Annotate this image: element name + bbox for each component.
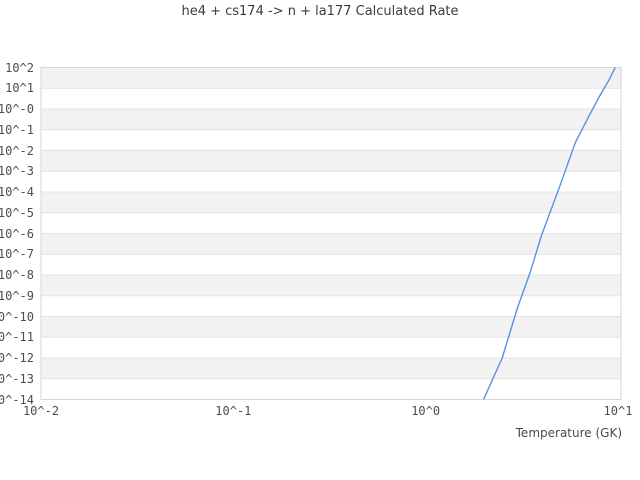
x-tick-label: 10^1 [603, 404, 633, 418]
y-tick-label: 10^-7 [0, 247, 34, 262]
x-tick-label: 10^-1 [215, 404, 252, 418]
y-tick-label: 10^2 [5, 60, 34, 75]
y-tick-label: 10^-14 [0, 392, 34, 407]
y-tick-label: 10^-9 [0, 288, 34, 303]
plot-band [41, 275, 621, 296]
y-tick-label: 10^-11 [0, 330, 34, 345]
plot-band [41, 233, 621, 255]
x-tick-label: 10^-2 [22, 404, 60, 418]
y-tick-label: 10^-3 [0, 164, 34, 179]
y-tick-label: 10^-5 [0, 205, 34, 220]
plot-band [41, 109, 621, 130]
plot-band [41, 150, 621, 172]
plot-band [41, 67, 621, 89]
y-tick-label: 10^-12 [0, 351, 34, 365]
rate-curve [482, 67, 617, 400]
x-axis-label: Temperature (GK) [515, 426, 622, 440]
y-tick-label: 10^-4 [0, 185, 34, 199]
y-tick-label: 10^-6 [0, 226, 34, 241]
plot-border [40, 67, 622, 400]
plot-band [41, 358, 621, 379]
y-tick-label: 10^-13 [0, 371, 34, 386]
y-tick-label: 10^-0 [0, 102, 34, 116]
plot-band [41, 316, 621, 338]
plot-band [41, 192, 621, 213]
x-tick-label: 10^0 [411, 404, 441, 418]
y-tick-label: 10^-1 [0, 122, 34, 137]
y-tick-label: 10^-10 [0, 309, 34, 324]
y-tick-label: 10^-2 [0, 143, 34, 158]
y-tick-label: 10^1 [5, 81, 34, 96]
chart-title: he4 + cs174 -> n + la177 Calculated Rate [181, 4, 459, 19]
y-tick-label: 10^-8 [0, 268, 34, 282]
